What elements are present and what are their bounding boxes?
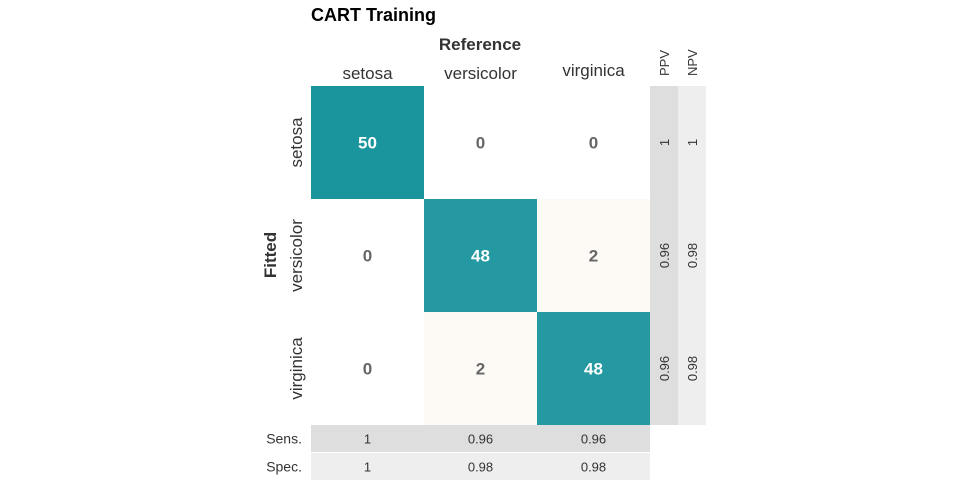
row-stat-header: PPV bbox=[657, 50, 672, 76]
row-class-label: versicolor bbox=[287, 219, 306, 292]
cell-value-label: 2 bbox=[476, 360, 485, 379]
col-stat-band bbox=[311, 453, 650, 480]
row-stat-value: 0.98 bbox=[685, 243, 700, 268]
matrix-cell bbox=[537, 312, 650, 425]
y-axis-title: Fitted bbox=[261, 232, 280, 278]
column-class-label: setosa bbox=[342, 64, 393, 83]
col-stat-value: 0.98 bbox=[581, 460, 606, 475]
row-stat-band bbox=[678, 86, 706, 425]
cell-value-label: 48 bbox=[471, 247, 490, 266]
row-class-label: virginica bbox=[287, 337, 306, 400]
col-stat-header: Sens. bbox=[266, 431, 302, 447]
matrix-cell bbox=[424, 86, 537, 199]
matrix-cell bbox=[311, 312, 424, 425]
row-stat-band bbox=[650, 86, 678, 425]
matrix-cell bbox=[424, 199, 537, 312]
row-stat-value: 0.96 bbox=[657, 243, 672, 268]
col-stat-band bbox=[311, 425, 650, 452]
column-class-label: virginica bbox=[562, 61, 625, 80]
stat-panels: 1 0.96 0.96 1 0.98 0.98 1 0.96 0.96 1 0.98 0.98 bbox=[311, 86, 706, 480]
cell-value-label: 0 bbox=[589, 134, 598, 153]
x-axis-title: Reference bbox=[439, 35, 521, 54]
cell-value-label: 0 bbox=[363, 360, 372, 379]
cell-value-label: 2 bbox=[589, 247, 598, 266]
matrix-cell bbox=[424, 312, 537, 425]
chart-title: CART Training bbox=[311, 5, 436, 25]
col-stat-value: 0.96 bbox=[468, 432, 493, 447]
col-stat-value: 0.96 bbox=[581, 432, 606, 447]
col-stat-header: Spec. bbox=[266, 459, 302, 475]
matrix-cells: 50 0 0 0 48 2 0 2 48 bbox=[311, 86, 650, 425]
column-class-label: versicolor bbox=[444, 64, 517, 83]
col-stat-value: 1 bbox=[364, 460, 371, 475]
row-stat-value: 1 bbox=[657, 139, 672, 146]
row-stat-header: NPV bbox=[685, 49, 700, 76]
matrix-cell bbox=[537, 199, 650, 312]
col-stat-value: 0.98 bbox=[468, 460, 493, 475]
row-stat-value: 0.98 bbox=[685, 356, 700, 381]
row-stat-value: 0.96 bbox=[657, 356, 672, 381]
cell-value-label: 48 bbox=[584, 360, 603, 379]
cell-value-label: 0 bbox=[476, 134, 485, 153]
cell-value-label: 0 bbox=[363, 247, 372, 266]
cell-value-label: 50 bbox=[358, 134, 377, 153]
axis-labels: setosa versicolor virginica setosa versicolo… bbox=[266, 49, 700, 475]
row-class-label: setosa bbox=[287, 117, 306, 168]
matrix-cell bbox=[311, 199, 424, 312]
col-stat-value: 1 bbox=[364, 432, 371, 447]
matrix-cell bbox=[537, 86, 650, 199]
matrix-cell bbox=[311, 86, 424, 199]
row-stat-value: 1 bbox=[685, 139, 700, 146]
